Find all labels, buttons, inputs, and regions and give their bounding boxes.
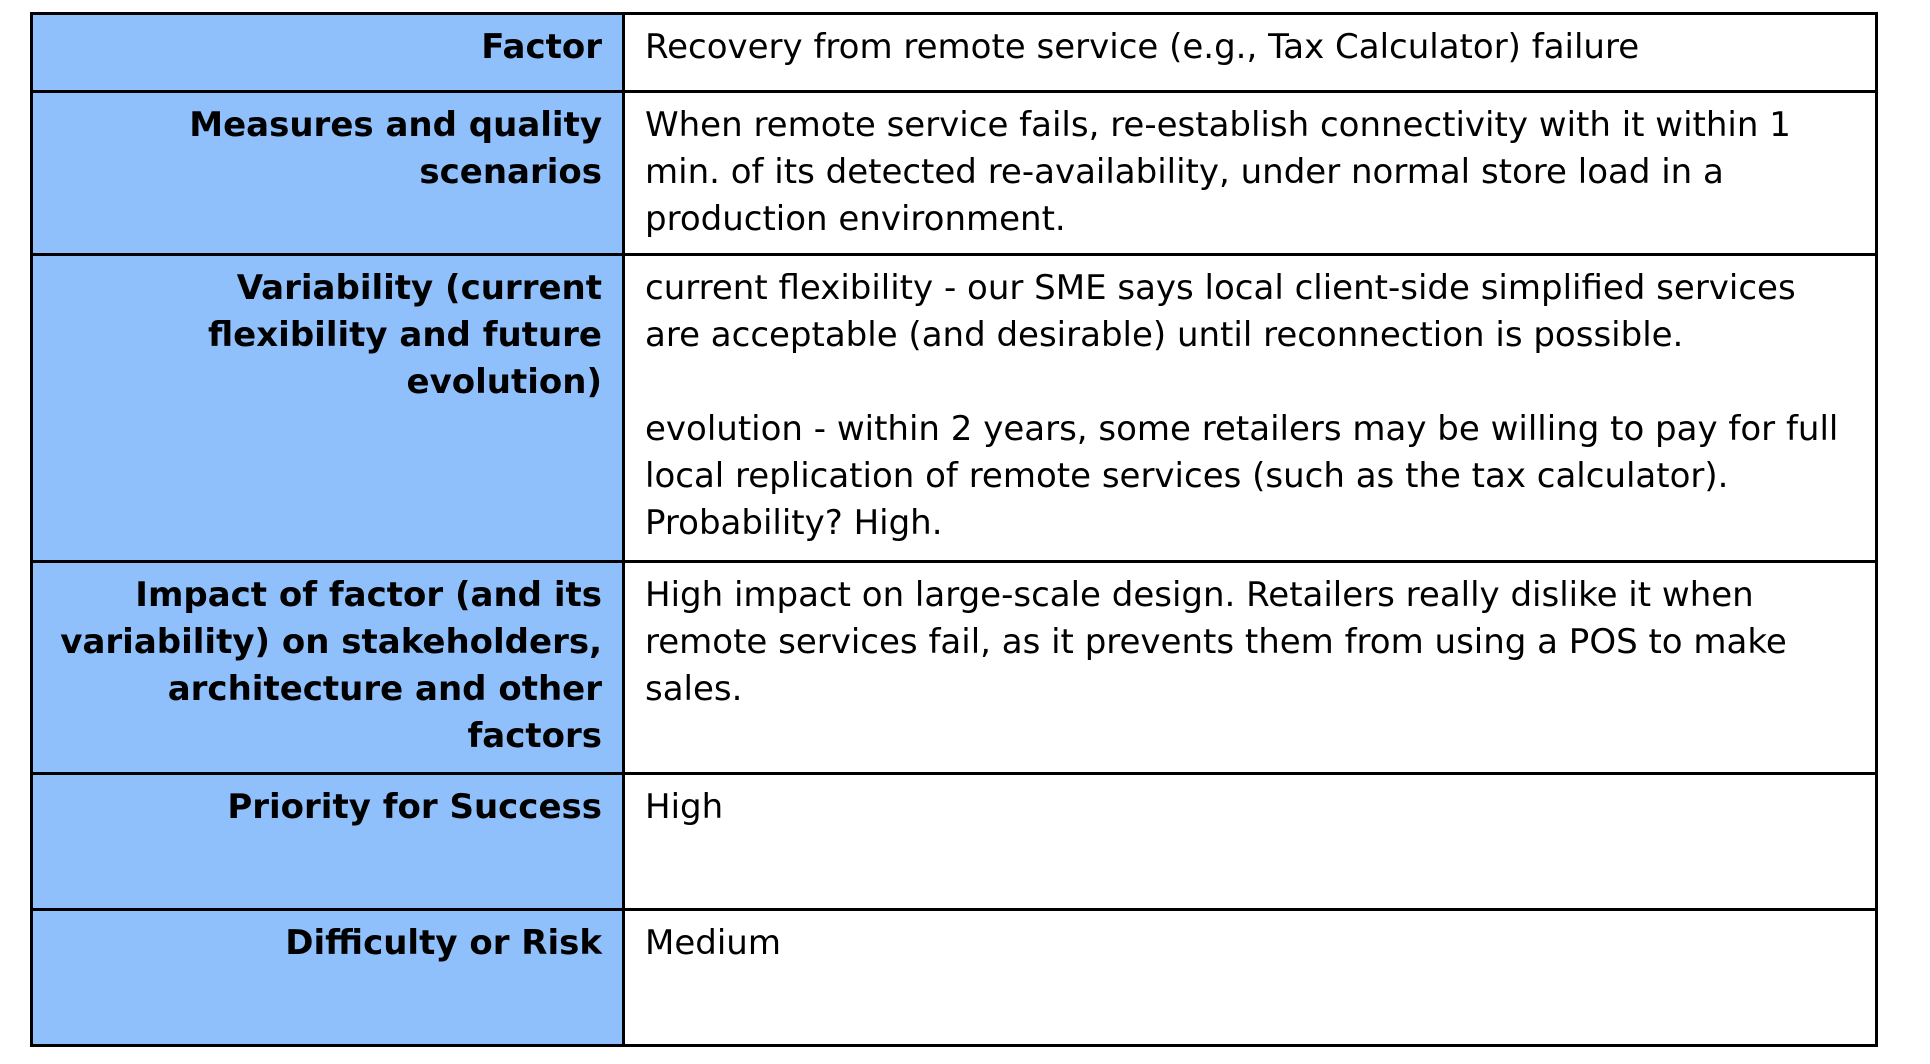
table-row-measures: Measures and quality scenarios When remo…	[30, 90, 1878, 256]
row-value-text: High	[645, 787, 724, 827]
table-row-difficulty: Difficulty or Risk Medium	[30, 908, 1878, 1047]
factor-table: Factor Recovery from remote service (e.g…	[30, 12, 1878, 1047]
row-label-measures: Measures and quality scenarios	[30, 90, 625, 256]
row-value-text-evolution: evolution - within 2 years, some retaile…	[645, 409, 1839, 543]
row-label-impact: Impact of factor (and its variability) o…	[30, 560, 625, 775]
table-row-variability: Variability (current flexibility and fut…	[30, 253, 1878, 563]
row-label-difficulty: Difficulty or Risk	[30, 908, 625, 1047]
row-value-measures: When remote service fails, re-establish …	[622, 90, 1878, 256]
row-label-priority: Priority for Success	[30, 772, 625, 911]
row-value-variability: current flexibility - our SME says local…	[622, 253, 1878, 563]
row-value-text: High impact on large-scale design. Retai…	[645, 575, 1787, 709]
table-row-factor: Factor Recovery from remote service (e.g…	[30, 12, 1878, 93]
row-value-text-current-flexibility: current flexibility - our SME says local…	[645, 268, 1796, 355]
row-value-difficulty: Medium	[622, 908, 1878, 1047]
row-label-factor: Factor	[30, 12, 625, 93]
row-value-priority: High	[622, 772, 1878, 911]
row-value-text: Recovery from remote service (e.g., Tax …	[645, 27, 1640, 67]
row-value-text: When remote service fails, re-establish …	[645, 105, 1791, 239]
row-value-text: Medium	[645, 923, 781, 963]
table-row-priority: Priority for Success High	[30, 772, 1878, 911]
row-value-impact: High impact on large-scale design. Retai…	[622, 560, 1878, 775]
row-value-factor: Recovery from remote service (e.g., Tax …	[622, 12, 1878, 93]
table-row-impact: Impact of factor (and its variability) o…	[30, 560, 1878, 775]
row-label-variability: Variability (current flexibility and fut…	[30, 253, 625, 563]
